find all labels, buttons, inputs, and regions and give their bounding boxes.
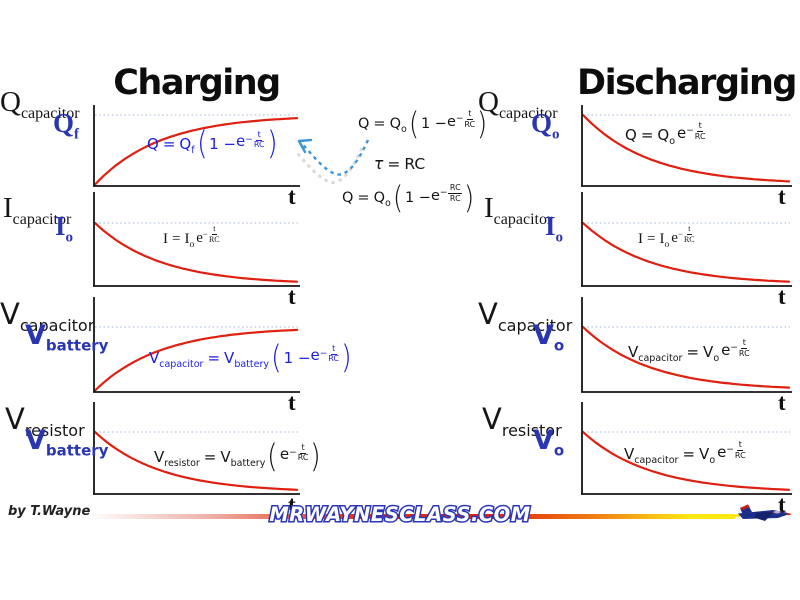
dashed-arrow-icon — [295, 138, 370, 184]
plot-area — [581, 192, 792, 287]
plot-area — [93, 402, 300, 495]
y-axis-label: Vcapacitor — [478, 297, 573, 335]
y-axis-value-label: Io — [55, 211, 74, 246]
graph-discharging-current: Icapacitor Io I = Io e − t RC t — [484, 192, 792, 308]
y-axis-value-label: Vo — [533, 320, 565, 355]
equation: Vcapacitor = Vo e − t RC — [628, 338, 750, 365]
plot-area — [581, 297, 792, 393]
curve-line — [93, 117, 299, 186]
y-axis-label: Qcapacitor — [478, 86, 558, 122]
footer-gradient-line — [88, 514, 736, 519]
x-axis-label: t — [778, 184, 786, 209]
curve-line — [581, 325, 791, 389]
site-name: MRWAYNESCLASS.COM — [268, 502, 532, 528]
y-axis-value-label: Io — [545, 211, 564, 246]
jet-canopy — [774, 510, 780, 514]
graph-charging-vcapacitor: Vcapacitor Vbattery Vcapacitor = Vbatter… — [0, 297, 352, 414]
x-axis-label: t — [778, 492, 786, 517]
y-axis-label: Qcapacitor — [0, 86, 80, 122]
y-axis-label: Vresistor — [5, 402, 85, 440]
x-axis-label: t — [288, 284, 296, 309]
curve-line — [581, 221, 791, 283]
equation: I = Io e − t RC — [163, 224, 220, 251]
author-credit: by T.Wayne — [8, 504, 91, 519]
graph-charging-vresistor: Vresistor Vbattery Vresistor = Vbattery … — [5, 402, 321, 516]
curve-line — [93, 221, 299, 283]
y-axis-label: Vcapacitor — [0, 297, 95, 335]
y-axis-value-label: Qf — [53, 108, 80, 143]
x-axis-label: t — [288, 492, 296, 517]
graph-discharging-vcapacitor: Vcapacitor Vo Vcapacitor = Vo e − t RC t — [478, 297, 792, 414]
jet-wing — [754, 511, 774, 521]
y-axis-value-label: Qo — [531, 108, 560, 143]
graph-discharging-vresistor: Vresistor Vo Vcapacitor = Vo e − t RC t — [482, 402, 792, 516]
equation: Vcapacitor = Vbattery ( 1 − e − t RC ) — [149, 338, 352, 376]
jet-nose — [786, 512, 792, 516]
middle-equation-time-constant: Q = Qo ( 1 − e − RC RC ) — [342, 180, 475, 216]
middle-equation-tau: τ = RC — [374, 155, 426, 173]
x-axis-label: t — [778, 390, 786, 415]
charging-title: Charging — [113, 63, 281, 103]
graph-discharging-charge: Qcapacitor Qo Q = Qo e − t RC t — [478, 88, 792, 208]
equation: Q = Qf ( 1 − e − t RC ) — [147, 124, 278, 162]
graph-charging-charge: Qcapacitor Qf Q = Qf ( 1 − e − t RC ) t — [0, 88, 300, 208]
equation: I = Io e − t RC — [638, 224, 695, 251]
graph-charging-current: Icapacitor Io I = Io e − t RC t — [3, 192, 300, 308]
jet-icon — [733, 504, 792, 521]
equation: Vcapacitor = Vo e − t RC — [624, 440, 746, 467]
y-axis-value-label: Vbattery — [25, 320, 109, 355]
plot-area — [93, 297, 300, 393]
curve-line — [93, 328, 299, 392]
y-axis-value-label: Vo — [533, 425, 565, 460]
equation: Vresistor = Vbattery ( e − t RC ) — [154, 437, 322, 475]
x-axis-label: t — [288, 184, 296, 209]
y-axis-label: Icapacitor — [484, 192, 553, 228]
curve-line — [93, 430, 299, 491]
plot-area — [93, 105, 300, 187]
x-axis-label: t — [778, 284, 786, 309]
y-axis-label: Icapacitor — [3, 192, 72, 228]
plot-area — [581, 402, 792, 495]
curve-line — [581, 113, 791, 183]
y-axis-value-label: Vbattery — [25, 425, 109, 460]
x-axis-label: t — [288, 390, 296, 415]
site-name-text: MRWAYNESCLASS.COM — [269, 503, 530, 526]
jet-tail-stripe — [740, 504, 750, 510]
plot-area — [581, 105, 792, 187]
discharging-title: Discharging — [577, 63, 797, 103]
middle-equation-charge: Q = Qo ( 1 − e − t RC ) — [358, 106, 488, 142]
jet-exhaust — [733, 513, 740, 518]
plot-area — [93, 192, 300, 287]
equation: Q = Qo e − t RC — [625, 121, 706, 148]
curve-line — [581, 430, 791, 491]
y-axis-label: Vresistor — [482, 402, 562, 440]
